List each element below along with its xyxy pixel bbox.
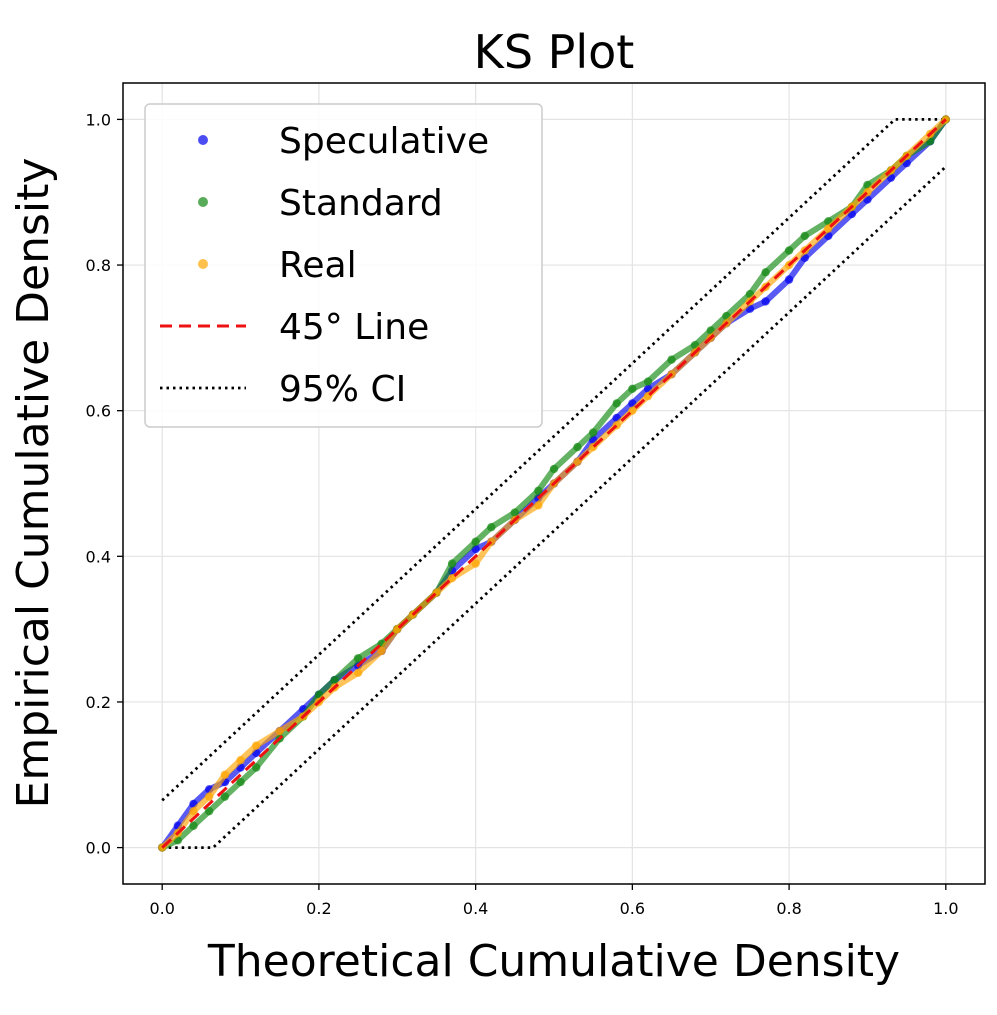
series-standard-point [534,486,543,495]
ci-upper-line [161,118,946,802]
series-real-point [377,646,386,656]
x-tick-label: 0.4 [463,899,488,918]
y-tick-label: 0.4 [86,547,111,566]
y-axis-ticks: 0.0 0.2 0.4 0.6 0.8 1.0 [86,110,123,858]
ci-lines [161,118,947,849]
series-standard-point [330,675,339,685]
series-standard-point [487,522,496,532]
series-real-point [236,756,245,765]
y-tick-label: 0.8 [86,256,111,275]
series-standard-point [252,763,261,772]
legend-label-speculative: Speculative [279,121,489,162]
x-axis-ticks: 0.0 0.2 0.4 0.6 0.8 1.0 [149,884,959,918]
plot-area-frame [122,82,986,885]
series-standard-point [189,821,198,830]
x-tick-label: 0.8 [776,899,801,918]
legend: Speculative Standard Real 45° Line 95% CI [144,103,543,428]
series-speculative-point [761,297,770,306]
series-standard-point [800,231,809,241]
y-tick-label: 0.2 [86,693,111,712]
x-tick-label: 0.2 [306,899,331,918]
series-real-point [353,668,363,678]
legend-label-real: Real [279,245,357,286]
diagonal-45-line [161,118,947,849]
series-standard-point [205,806,214,816]
series-standard-point [510,508,520,517]
y-axis-label: Empirical Cumulative Density [8,158,59,809]
series-standard-point [353,654,363,663]
legend-box [144,103,543,428]
series-real-point [205,792,214,801]
series-standard-point [628,384,637,394]
x-tick-label: 0.6 [620,899,645,918]
series-standard-point [549,464,559,474]
series-real-point [220,770,230,779]
legend-marker-speculative [198,135,208,145]
legend-label-standard: Standard [279,183,443,224]
x-tick-label: 1.0 [933,899,958,918]
y-tick-label: 0.0 [86,839,111,858]
series-real-point [447,573,457,583]
series-standard-point [667,355,676,364]
series-real-point [534,501,543,510]
series-standard-point [447,559,457,568]
series-standard-point [220,792,230,801]
legend-marker-standard [198,197,208,207]
chart-title: KS Plot [474,25,635,79]
series-real-point [573,457,582,466]
series-real-point [189,806,198,816]
legend-marker-real [198,259,208,269]
series-standard-point [471,537,480,546]
legend-label-45-line: 45° Line [279,307,429,348]
series-standard-point [236,777,245,787]
series-standard-point [761,268,770,277]
series-standard-point [588,428,598,437]
series-real-point [275,726,284,736]
legend-label-95-ci: 95% CI [279,369,406,410]
series-standard-point [643,377,653,386]
y-tick-label: 0.6 [86,402,111,421]
y-tick-label: 1.0 [86,110,111,129]
x-tick-label: 0.0 [149,899,174,918]
series-real-point [252,741,261,750]
series-standard-point [573,442,582,452]
diagonal-line-group [161,118,947,849]
series-standard-point [612,399,621,408]
series-real-point [471,559,480,568]
x-axis-label: Theoretical Cumulative Density [207,936,900,987]
series-standard-point [784,246,794,255]
series-speculative-point [784,275,794,284]
